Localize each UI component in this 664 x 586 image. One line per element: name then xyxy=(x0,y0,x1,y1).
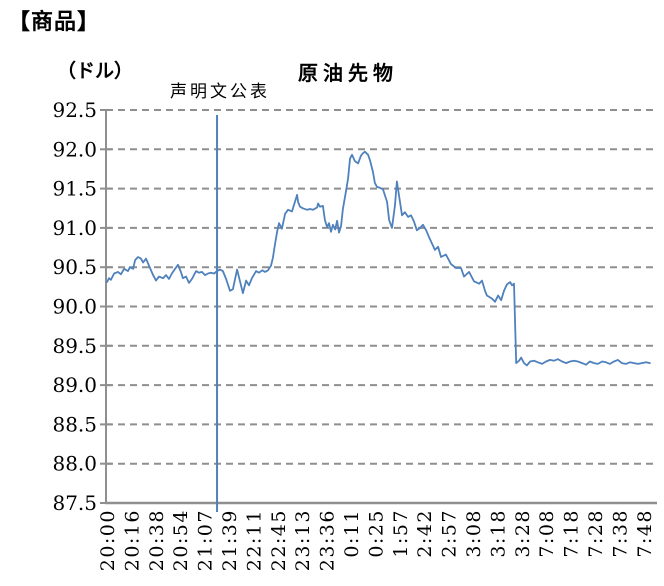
chart-title: 原油先物 xyxy=(298,61,398,85)
x-tick-label: 7:48 xyxy=(634,509,656,558)
y-tick-label: 89.0 xyxy=(52,373,97,397)
y-tick-label: 89.5 xyxy=(52,334,97,358)
y-tick-label: 90.5 xyxy=(52,255,97,279)
y-tick-label: 91.0 xyxy=(52,216,97,240)
x-tick-label: 3:08 xyxy=(463,509,485,558)
x-tick-label: 22:11 xyxy=(243,509,265,571)
x-tick-label: 2:42 xyxy=(414,509,436,558)
y-tick-label: 88.5 xyxy=(52,412,97,436)
y-axis-unit-label: （ドル） xyxy=(57,60,134,82)
x-tick-label: 0:25 xyxy=(365,509,387,558)
x-tick-label: 7:08 xyxy=(536,509,558,558)
x-tick-label: 7:38 xyxy=(609,509,631,558)
x-tick-label: 2:57 xyxy=(439,509,461,558)
page-title: 【商品】 xyxy=(8,9,101,35)
x-tick-label: 7:18 xyxy=(561,509,583,558)
x-tick-label: 20:00 xyxy=(97,509,119,571)
x-tick-label: 23:36 xyxy=(317,509,339,571)
y-tick-label: 91.5 xyxy=(52,177,97,201)
x-tick-label: 20:54 xyxy=(170,509,192,571)
y-tick-label: 90.0 xyxy=(52,295,97,319)
y-tick-label: 92.0 xyxy=(52,137,97,161)
x-tick-label: 3:28 xyxy=(512,509,534,558)
x-tick-label: 0:11 xyxy=(341,509,363,558)
event-annotation-label: 声明文公表 xyxy=(170,82,270,102)
x-tick-label: 20:16 xyxy=(121,509,143,571)
x-tick-label: 3:18 xyxy=(487,509,509,558)
x-tick-label: 22:45 xyxy=(268,509,290,571)
y-tick-label: 87.5 xyxy=(52,491,97,515)
x-tick-label: 23:13 xyxy=(292,509,314,571)
y-tick-label: 88.0 xyxy=(52,452,97,476)
x-tick-label: 20:38 xyxy=(146,509,168,571)
y-tick-label: 92.5 xyxy=(52,98,97,122)
x-tick-label: 21:07 xyxy=(195,509,217,571)
x-tick-label: 21:39 xyxy=(219,509,241,571)
x-tick-label: 1:57 xyxy=(390,509,412,558)
price-line xyxy=(106,150,651,367)
x-tick-label: 7:28 xyxy=(585,509,607,558)
